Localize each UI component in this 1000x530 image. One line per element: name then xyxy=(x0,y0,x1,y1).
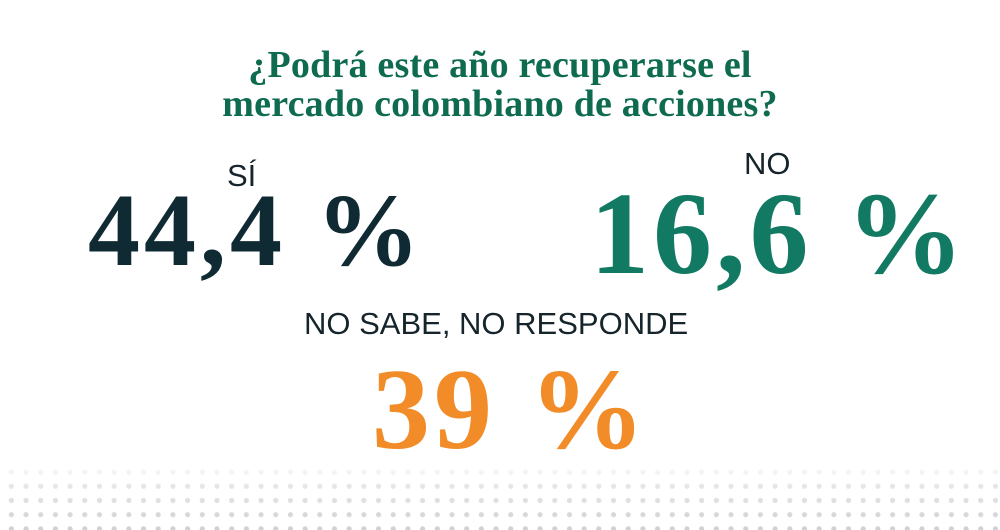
dot-pattern-decoration xyxy=(0,462,1000,530)
no-label: NO xyxy=(744,146,791,181)
question-title: ¿Podrá este año recuperarse el mercado c… xyxy=(0,46,1000,124)
yes-value: 44,4 % xyxy=(88,173,424,288)
yes-label: SÍ xyxy=(227,158,257,193)
no-value: 16,6 % xyxy=(590,168,968,299)
unknown-value: 39 % xyxy=(372,346,649,474)
unknown-label: NO SABE, NO RESPONDE xyxy=(304,306,689,341)
question-title-line-2: mercado colombiano de acciones? xyxy=(222,83,778,125)
question-title-line-1: ¿Podrá este año recuperarse el xyxy=(248,44,752,86)
